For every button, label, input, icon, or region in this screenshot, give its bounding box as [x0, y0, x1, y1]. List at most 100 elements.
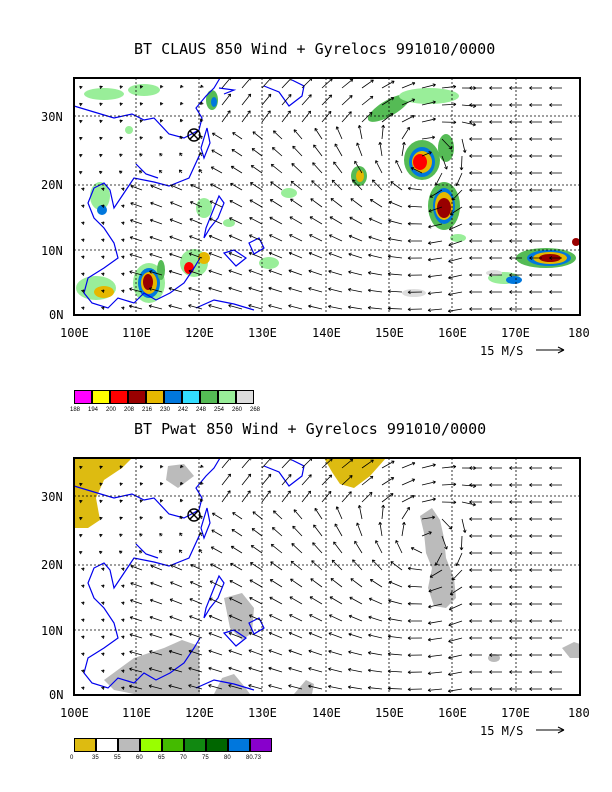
wind-vector — [149, 598, 163, 605]
wind-vector — [313, 144, 323, 157]
wind-vector — [101, 686, 105, 690]
wind-vector — [270, 181, 283, 191]
wind-vector — [329, 216, 343, 225]
wind-vector — [269, 596, 283, 605]
wind-vector — [427, 240, 443, 245]
panel1-colorbar: 188 194 200 208 216 230 242 248 254 260 268 — [70, 390, 260, 416]
colorbar-swatch — [184, 738, 206, 752]
wind-vector — [81, 255, 85, 259]
panel1-ytick: 20N — [41, 178, 63, 192]
wind-vector — [169, 598, 183, 605]
wind-vector — [529, 205, 542, 209]
wind-vector — [509, 307, 522, 311]
wind-vector — [209, 217, 223, 225]
wind-vector — [509, 670, 522, 674]
wind-vector — [469, 120, 482, 124]
wind-vector — [268, 649, 283, 656]
wind-vector — [331, 179, 343, 191]
wind-vector — [489, 585, 502, 589]
wind-vector — [509, 137, 522, 141]
wind-vector — [228, 286, 243, 293]
wind-vector — [549, 290, 562, 294]
wind-vector — [529, 171, 542, 175]
wind-vector — [99, 482, 103, 487]
wind-vector — [509, 602, 522, 606]
wind-vector — [150, 201, 163, 208]
panel1-grid — [74, 78, 580, 315]
wind-vector — [79, 137, 83, 141]
wind-vector — [328, 304, 343, 310]
wind-vector — [81, 652, 85, 656]
wind-vector — [129, 253, 143, 259]
colorbar-swatch — [164, 390, 182, 404]
wind-vector — [489, 154, 502, 158]
wind-vector — [328, 234, 343, 242]
wind-vector — [121, 187, 125, 191]
wind-vector — [281, 93, 292, 106]
wind-vector — [352, 559, 363, 571]
arrow-right-icon — [536, 346, 565, 354]
wind-vector — [489, 188, 502, 192]
wind-vector — [268, 269, 283, 276]
panel2-xtick: 120E — [185, 706, 214, 720]
wind-vector — [189, 580, 203, 588]
wind-vector — [407, 290, 423, 295]
colorbar-swatch — [92, 390, 110, 404]
colorbar-label: 75 — [202, 755, 209, 761]
wind-vector — [509, 636, 522, 640]
arrow-right-icon — [536, 726, 565, 734]
wind-vector — [429, 189, 443, 198]
wind-vector — [290, 560, 303, 571]
wind-vector — [179, 152, 183, 157]
wind-vector — [331, 559, 343, 571]
wind-vector — [375, 540, 383, 554]
wind-vector — [469, 239, 482, 243]
wind-vector — [99, 153, 103, 158]
wind-vector — [388, 580, 403, 588]
wind-vector — [489, 534, 502, 538]
wind-vector — [348, 650, 363, 656]
wind-vector — [549, 466, 562, 470]
wind-vector — [549, 568, 562, 572]
colorbar-label: 60 — [136, 755, 143, 761]
wind-vector — [188, 304, 203, 310]
wind-vector — [121, 255, 125, 259]
wind-vector — [427, 291, 443, 296]
wind-vector — [199, 481, 204, 486]
wind-vector — [549, 500, 562, 504]
wind-vector — [170, 201, 183, 208]
wind-vector — [549, 670, 562, 674]
wind-vector — [469, 483, 482, 487]
wind-vector — [529, 466, 542, 470]
panel2-title: BT Pwat 850 Wind + Gyrelocs 991010/0000 — [134, 420, 487, 438]
wind-vector — [159, 499, 164, 503]
wind-vector — [529, 86, 542, 90]
wind-vector — [129, 270, 143, 276]
wind-vector — [469, 517, 482, 521]
wind-vector — [328, 252, 343, 259]
wind-vector — [128, 304, 143, 310]
wind-vector — [308, 684, 323, 690]
circle-cross-icon — [187, 128, 201, 142]
wind-vector — [190, 183, 203, 191]
wind-vector — [168, 269, 183, 276]
wind-vector — [441, 535, 448, 550]
wind-vector — [390, 561, 403, 571]
wind-vector — [390, 181, 403, 191]
wind-vector — [529, 551, 542, 555]
wind-vector — [489, 500, 502, 504]
wind-vector — [313, 524, 323, 537]
wind-vector — [149, 235, 163, 242]
wind-vector — [461, 121, 476, 127]
wind-vector — [230, 562, 243, 571]
wind-vector — [248, 251, 263, 259]
panel1-xtick: 130E — [248, 326, 277, 340]
wind-vector — [101, 187, 105, 191]
wind-vector — [421, 117, 436, 123]
wind-vector — [401, 461, 416, 469]
wind-vector — [251, 148, 263, 157]
colorbar-swatch — [218, 390, 236, 404]
wind-vector — [170, 581, 183, 588]
wind-vector — [354, 160, 363, 174]
wind-vector — [447, 291, 463, 297]
